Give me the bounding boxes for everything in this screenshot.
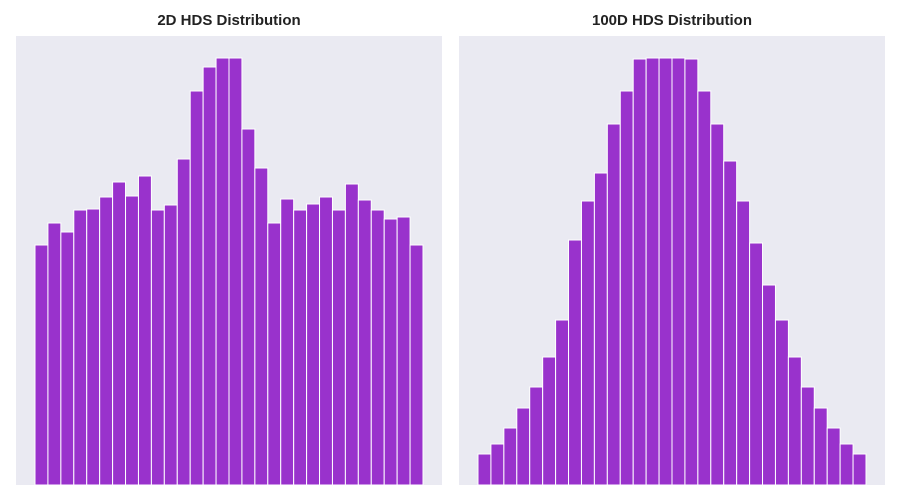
histogram-bar-2d-13: [189, 90, 204, 485]
histogram-bar-2d-3: [60, 231, 75, 485]
histogram-bar-100d-4: [516, 407, 531, 485]
histogram-bar-2d-22: [306, 203, 321, 485]
histogram-bar-100d-3: [503, 427, 518, 485]
histogram-bar-2d-28: [383, 218, 398, 485]
histogram-bar-2d-12: [176, 158, 191, 485]
histogram-bar-2d-11: [163, 204, 178, 485]
histogram-bar-2d-27: [370, 209, 385, 485]
histogram-bar-2d-24: [331, 209, 346, 485]
histogram-bar-100d-5: [529, 386, 544, 485]
plot-area-2d: [16, 36, 442, 485]
histogram-bar-100d-30: [852, 453, 867, 485]
histogram-bar-100d-15: [658, 57, 673, 485]
histogram-bar-2d-1: [34, 244, 49, 485]
chart-title-2d: 2D HDS Distribution: [157, 12, 301, 29]
histogram-bar-100d-2: [490, 443, 505, 485]
histogram-bar-100d-20: [723, 160, 738, 485]
histogram-bar-100d-10: [593, 172, 608, 485]
histogram-bar-2d-21: [293, 209, 308, 485]
histogram-bar-2d-29: [396, 216, 411, 485]
histogram-bar-2d-25: [344, 183, 359, 485]
histogram-bar-100d-8: [568, 239, 582, 485]
histogram-bar-100d-7: [555, 319, 570, 485]
histogram-bar-100d-28: [826, 427, 841, 485]
plot-area-100d: [459, 36, 885, 485]
histogram-bar-100d-13: [632, 58, 647, 485]
histogram-bar-2d-4: [73, 209, 88, 485]
histogram-bar-2d-9: [137, 175, 152, 485]
histogram-bar-100d-6: [542, 356, 557, 485]
histogram-bar-100d-1: [477, 453, 492, 485]
histogram-bar-100d-24: [774, 319, 789, 485]
histogram-bar-100d-29: [839, 443, 854, 485]
histogram-bar-2d-23: [319, 196, 333, 485]
histogram-bar-100d-25: [787, 356, 802, 485]
histogram-bar-100d-18: [697, 90, 712, 485]
histogram-bar-100d-22: [749, 242, 764, 485]
histogram-bar-2d-7: [112, 181, 127, 485]
histogram-bar-2d-19: [267, 222, 282, 485]
histogram-bar-100d-21: [736, 200, 751, 485]
histogram-bar-2d-14: [202, 66, 217, 485]
chart-title-100d: 100D HDS Distribution: [591, 12, 753, 29]
histogram-100d: [477, 57, 867, 485]
histogram-2d: [34, 57, 424, 485]
histogram-bar-2d-5: [86, 208, 101, 485]
histogram-bar-2d-10: [150, 209, 165, 485]
histogram-bar-100d-27: [813, 407, 828, 485]
histogram-bar-2d-26: [357, 199, 372, 485]
histogram-bar-2d-8: [125, 195, 139, 485]
histogram-bar-2d-15: [215, 57, 230, 485]
histogram-bar-100d-9: [580, 200, 595, 485]
histogram-bar-2d-17: [241, 128, 256, 485]
histogram-bar-100d-14: [645, 57, 660, 485]
histogram-bar-2d-2: [47, 222, 62, 485]
histogram-bar-2d-20: [280, 198, 295, 485]
histogram-bar-2d-16: [228, 57, 243, 485]
histogram-bar-2d-6: [99, 196, 114, 485]
histogram-bar-2d-30: [409, 244, 424, 485]
histogram-bar-100d-26: [800, 386, 815, 485]
histogram-bar-100d-16: [671, 57, 686, 485]
histogram-bar-100d-11: [606, 123, 621, 485]
histogram-bar-100d-17: [684, 58, 699, 485]
histogram-bar-100d-12: [619, 90, 634, 485]
histogram-bar-100d-23: [762, 284, 776, 485]
histogram-bar-2d-18: [254, 167, 269, 485]
histogram-bar-100d-19: [710, 123, 725, 485]
